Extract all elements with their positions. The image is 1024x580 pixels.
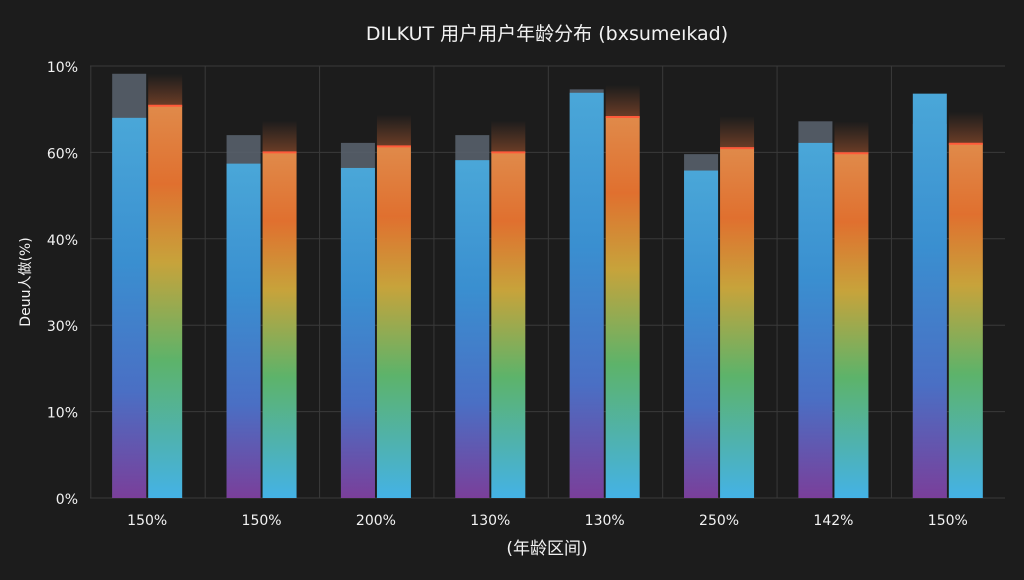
y-tick-label: 60%: [47, 146, 78, 162]
y-tick-label: 40%: [47, 233, 78, 249]
x-axis-label: (年龄区间): [506, 539, 587, 559]
bar-series-1: [569, 92, 604, 498]
x-tick-label: 130%: [585, 513, 625, 529]
bar-glow: [262, 120, 297, 153]
x-tick-label: 130%: [470, 513, 510, 529]
bar-series-1: [340, 167, 375, 498]
bars: [112, 73, 983, 499]
bar-series-2: [948, 143, 983, 498]
y-axis-label: Deuu人做(%): [18, 237, 34, 326]
bar-series-1: [684, 170, 719, 498]
bar-series-2: [491, 152, 526, 498]
y-tick-label: 10%: [47, 406, 78, 422]
bar-glow: [376, 114, 411, 147]
bar-series-2: [148, 105, 183, 498]
bar-series-2: [262, 152, 297, 498]
y-tick-label: 30%: [47, 319, 78, 335]
x-tick-label: 250%: [699, 513, 739, 529]
x-tick-label: 200%: [356, 513, 396, 529]
bar-series-2: [376, 146, 411, 499]
bar-glow: [720, 116, 755, 149]
bar-series-1: [226, 163, 261, 498]
bar-glow: [834, 121, 869, 154]
bar-series-1: [112, 117, 147, 498]
y-ticks: 0% 10% 30% 40% 60% 10%: [47, 60, 78, 508]
y-tick-label: 10%: [47, 60, 78, 76]
y-tick-label: 0%: [56, 492, 78, 508]
x-tick-label: 150%: [928, 513, 968, 529]
chart-title: DILKUT 用户用户年龄分布 (bxsumeıkad): [366, 23, 728, 45]
x-tick-label: 150%: [242, 513, 282, 529]
bar-series-2: [720, 148, 755, 498]
bar-series-2: [834, 153, 869, 498]
x-ticks: 150% 150% 200% 130% 130% 250% 142% 150%: [127, 513, 968, 529]
bar-glow: [605, 84, 640, 117]
bar-glow: [948, 111, 983, 144]
bar-series-2: [605, 116, 640, 498]
bar-glow: [148, 73, 183, 106]
bar-glow: [491, 120, 526, 153]
bar-series-1: [912, 93, 947, 498]
x-tick-label: 142%: [813, 513, 853, 529]
bar-series-1: [455, 160, 490, 498]
bar-series-1: [798, 142, 833, 498]
x-tick-label: 150%: [127, 513, 167, 529]
